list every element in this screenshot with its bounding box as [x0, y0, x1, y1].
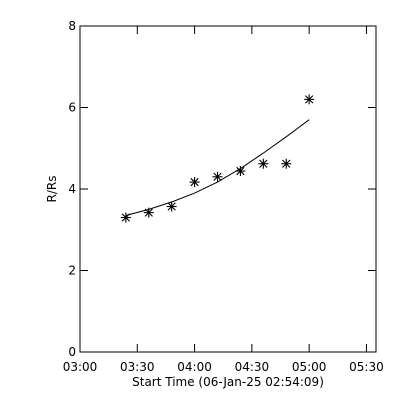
- y-axis-ticks: 0 2 4 6 8: [68, 19, 376, 359]
- x-axis-ticks: 03:00 03:30 04:00 04:30 05:00 05:30: [63, 26, 384, 374]
- data-point: [120, 212, 131, 223]
- data-point: [143, 207, 154, 218]
- x-axis-label: Start Time (06-Jan-25 02:54:09): [132, 375, 324, 389]
- data-point: [166, 201, 177, 212]
- x-tick-label: 04:30: [235, 360, 270, 374]
- x-tick-label: 03:00: [63, 360, 98, 374]
- data-point: [258, 158, 269, 169]
- plot-frame: [79, 25, 377, 353]
- x-tick-label: 04:00: [177, 360, 212, 374]
- y-tick-label: 6: [68, 101, 76, 115]
- data-point: [304, 94, 315, 105]
- data-point: [281, 158, 292, 169]
- y-tick-label: 8: [68, 19, 76, 33]
- y-tick-label: 4: [68, 182, 76, 196]
- x-tick-label: 03:30: [120, 360, 155, 374]
- y-tick-label: 0: [68, 345, 76, 359]
- y-axis-label: R/Rs: [45, 176, 59, 203]
- x-tick-label: 05:30: [349, 360, 384, 374]
- data-point: [189, 177, 200, 188]
- x-tick-label: 05:00: [292, 360, 327, 374]
- data-points: [120, 94, 315, 223]
- y-tick-label: 2: [68, 264, 76, 278]
- fit-curve: [125, 119, 310, 216]
- data-point: [212, 171, 223, 182]
- data-point: [235, 166, 246, 177]
